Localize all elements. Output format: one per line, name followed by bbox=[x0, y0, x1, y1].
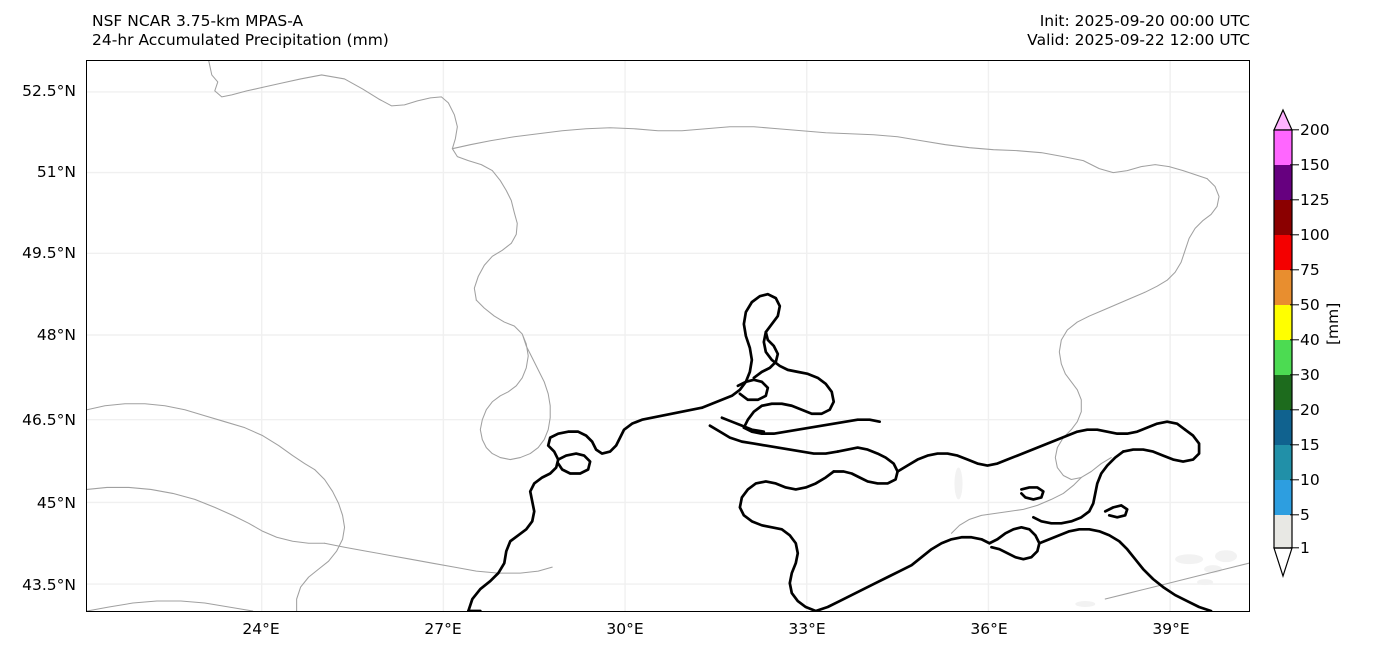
colorbar-band bbox=[1274, 270, 1292, 305]
y-tick-label: 43.5°N bbox=[22, 576, 76, 594]
y-tick-label: 46.5°N bbox=[22, 411, 76, 429]
colorbar-tick-mark bbox=[1290, 199, 1299, 201]
colorbar-tick-label: 200 bbox=[1300, 121, 1330, 139]
map-canvas bbox=[87, 61, 1249, 611]
field-name: 24-hr Accumulated Precipitation (mm) bbox=[92, 31, 389, 49]
colorbar-tick-label: 15 bbox=[1300, 436, 1320, 454]
x-tick-label: 36°E bbox=[970, 620, 1008, 638]
colorbar-band bbox=[1274, 375, 1292, 410]
valid-time: Valid: 2025-09-22 12:00 UTC bbox=[1027, 31, 1250, 49]
colorbar-band bbox=[1274, 305, 1292, 340]
colorbar-tick-mark bbox=[1290, 514, 1299, 516]
y-tick-label: 48°N bbox=[36, 326, 76, 344]
precip-trace-field bbox=[954, 467, 1238, 608]
colorbar-over-arrow bbox=[1273, 108, 1293, 131]
x-tick-label: 30°E bbox=[606, 620, 644, 638]
x-tick-label: 33°E bbox=[788, 620, 826, 638]
colorbar-tick-label: 10 bbox=[1300, 471, 1320, 489]
colorbar-tick-mark bbox=[1290, 547, 1299, 549]
colorbar-tick-mark bbox=[1290, 304, 1299, 306]
political-borders bbox=[87, 61, 1249, 611]
colorbar-band bbox=[1274, 445, 1292, 480]
colorbar-tick-label: 150 bbox=[1300, 156, 1330, 174]
colorbar-tick-label: 75 bbox=[1300, 261, 1320, 279]
colorbar-tick-label: 100 bbox=[1300, 226, 1330, 244]
colorbar-tick-label: 1 bbox=[1300, 539, 1310, 557]
colorbar-tick-mark bbox=[1290, 129, 1299, 131]
colorbar-tick-mark bbox=[1290, 164, 1299, 166]
colorbar-tick-mark bbox=[1290, 269, 1299, 271]
colorbar-band bbox=[1274, 340, 1292, 375]
colorbar-swatches bbox=[1273, 108, 1293, 578]
colorbar-tick-label: 30 bbox=[1300, 366, 1320, 384]
colorbar-tick-label: 5 bbox=[1300, 506, 1310, 524]
colorbar-under-arrow bbox=[1273, 547, 1293, 578]
colorbar-band bbox=[1274, 235, 1292, 270]
colorbar-tick-mark bbox=[1290, 339, 1299, 341]
y-tick-label: 49.5°N bbox=[22, 244, 76, 262]
init-time: Init: 2025-09-20 00:00 UTC bbox=[1039, 12, 1250, 30]
colorbar-tick-mark bbox=[1290, 444, 1299, 446]
colorbar-tick-mark bbox=[1290, 409, 1299, 411]
gridlines bbox=[87, 61, 1249, 611]
header-left: NSF NCAR 3.75-km MPAS-A 24-hr Accumulate… bbox=[92, 12, 389, 50]
colorbar-tick-mark bbox=[1290, 234, 1299, 236]
colorbar-band bbox=[1274, 515, 1292, 548]
colorbar-band bbox=[1274, 165, 1292, 200]
colorbar-tick-label: 125 bbox=[1300, 191, 1330, 209]
x-tick-label: 39°E bbox=[1152, 620, 1190, 638]
colorbar-tick-label: 20 bbox=[1300, 401, 1320, 419]
header-right: Init: 2025-09-20 00:00 UTC Valid: 2025-0… bbox=[1027, 12, 1250, 50]
colorbar-tick-mark bbox=[1290, 374, 1299, 376]
colorbar-tick-mark bbox=[1290, 479, 1299, 481]
y-tick-label: 52.5°N bbox=[22, 82, 76, 100]
colorbar bbox=[1272, 108, 1294, 578]
colorbar-band bbox=[1274, 200, 1292, 235]
coastlines bbox=[466, 292, 1213, 611]
map-plot-area bbox=[86, 60, 1250, 612]
x-tick-label: 27°E bbox=[424, 620, 462, 638]
colorbar-outline bbox=[1273, 129, 1293, 549]
x-tick-label: 24°E bbox=[242, 620, 280, 638]
model-name: NSF NCAR 3.75-km MPAS-A bbox=[92, 12, 304, 30]
colorbar-band bbox=[1274, 480, 1292, 515]
y-tick-label: 51°N bbox=[36, 163, 76, 181]
colorbar-tick-label: 40 bbox=[1300, 331, 1320, 349]
colorbar-tick-label: 50 bbox=[1300, 296, 1320, 314]
colorbar-band bbox=[1274, 410, 1292, 445]
y-tick-label: 45°N bbox=[36, 494, 76, 512]
colorbar-band bbox=[1274, 130, 1292, 165]
colorbar-unit-label: [mm] bbox=[1324, 302, 1342, 345]
